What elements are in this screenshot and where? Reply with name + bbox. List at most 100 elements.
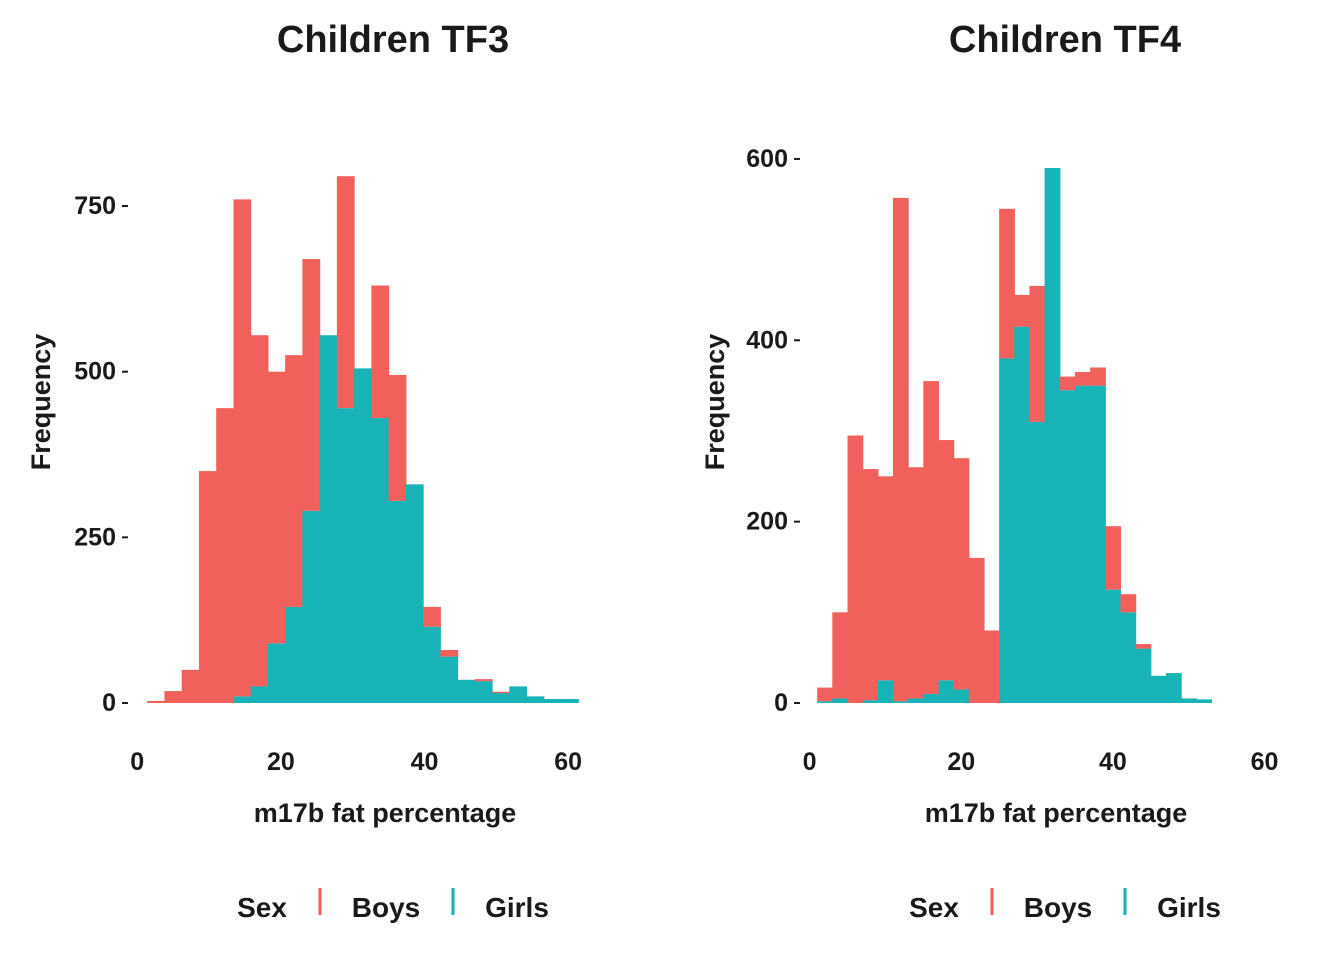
bar-boys	[1105, 526, 1122, 590]
bar-boys	[923, 381, 940, 694]
bar-girls	[509, 686, 528, 703]
bar-boys	[267, 371, 286, 644]
bar-boys	[164, 691, 183, 703]
bar-girls	[388, 500, 407, 703]
bar-girls	[1090, 385, 1106, 703]
x-tick-label: 40	[1099, 748, 1127, 776]
y-tick-label: 500	[74, 358, 116, 386]
bar-girls	[233, 696, 252, 703]
legend: Sex Boys Girls	[237, 888, 549, 923]
bar-girls	[405, 484, 424, 703]
bar-girls	[336, 408, 355, 703]
bar-girls	[1105, 589, 1122, 703]
bar-boys	[181, 669, 200, 703]
bar-girls	[440, 656, 459, 703]
bar-boys	[953, 458, 970, 690]
bar-girls	[923, 693, 940, 703]
y-tick-label: 0	[102, 689, 116, 717]
bar-girls	[371, 418, 390, 703]
bar-boys	[198, 471, 217, 703]
bar-boys	[832, 612, 849, 699]
bar-boys	[492, 691, 510, 694]
panel-2: Children TF4 0 200 400 600 0 20 40 60 m17b fat pe…	[700, 19, 1278, 923]
x-axis-label: m17b fat percentage	[254, 798, 517, 828]
y-tick-label: 200	[746, 508, 788, 536]
bar-boys	[1135, 644, 1152, 649]
y-axis-label: Frequency	[26, 334, 56, 471]
legend-title: Sex	[237, 892, 287, 923]
bar-boys	[440, 649, 459, 657]
bar-boys	[474, 679, 493, 682]
bar-boys	[1029, 285, 1046, 422]
bar-boys	[250, 335, 269, 687]
bar-girls	[1150, 675, 1167, 703]
x-tick-label: 0	[803, 748, 817, 776]
bar-girls	[302, 510, 321, 703]
bar-girls	[877, 680, 894, 703]
bar-boys	[302, 259, 321, 511]
x-axis-label: m17b fat percentage	[925, 798, 1188, 828]
bar-boys	[147, 701, 166, 703]
bar-girls	[474, 681, 493, 703]
x-tick-label: 60	[1251, 748, 1279, 776]
bar-girls	[832, 698, 849, 703]
bar-girls	[938, 680, 955, 703]
bar-boys	[371, 285, 390, 419]
bar-boys	[1014, 294, 1031, 327]
bar-boys	[968, 557, 985, 703]
bar-girls	[250, 686, 269, 703]
bar-girls	[560, 699, 579, 703]
bar-girls	[492, 693, 510, 703]
bar-girls	[423, 626, 441, 703]
y-tick-label: 750	[74, 192, 116, 220]
bar-girls	[1014, 326, 1031, 703]
legend: Sex Boys Girls	[909, 888, 1221, 923]
bar-girls	[1135, 648, 1152, 703]
bar-boys	[938, 440, 955, 681]
bar-girls	[267, 643, 286, 703]
x-tick-label: 20	[947, 748, 975, 776]
legend-boys-label: Boys	[352, 892, 420, 923]
x-tick-label: 0	[130, 748, 144, 776]
bar-boys	[1090, 367, 1106, 386]
bar-boys	[983, 630, 1000, 703]
bar-boys	[285, 355, 303, 607]
bars	[817, 168, 1213, 704]
bar-boys	[233, 199, 252, 697]
bar-boys	[1074, 372, 1091, 386]
bar-girls	[892, 701, 909, 703]
legend-boys-label: Boys	[1024, 892, 1092, 923]
y-axis-label: Frequency	[700, 334, 730, 471]
bar-boys	[216, 408, 235, 703]
bar-girls	[817, 701, 833, 703]
bar-boys	[817, 687, 833, 702]
bar-girls	[354, 368, 372, 703]
panel-1: Children TF3 0 250 500 750 0 20 40 60 m17b fat pe…	[26, 19, 582, 923]
bar-boys	[999, 208, 1015, 359]
bar-girls	[1074, 385, 1091, 703]
x-tick-label: 60	[554, 748, 582, 776]
bar-boys	[1059, 376, 1076, 391]
chart-title: Children TF4	[949, 19, 1181, 61]
bar-girls	[1029, 421, 1046, 703]
y-tick-label: 250	[74, 523, 116, 551]
bar-boys	[1120, 594, 1137, 613]
legend-title: Sex	[909, 892, 959, 923]
bar-girls	[1196, 699, 1213, 703]
bar-girls	[953, 689, 970, 703]
bar-boys	[908, 467, 924, 699]
bar-boys	[336, 176, 355, 409]
bar-boys	[877, 476, 894, 681]
bar-girls	[543, 699, 562, 703]
bar-boys	[847, 435, 864, 703]
bar-boys	[388, 374, 407, 501]
y-tick-label: 600	[746, 145, 788, 173]
bar-boys	[862, 469, 879, 701]
x-tick-label: 40	[411, 748, 439, 776]
bar-girls	[908, 698, 924, 703]
bar-girls	[526, 696, 545, 703]
bar-boys	[892, 197, 909, 702]
bar-girls	[319, 335, 338, 703]
bar-girls	[457, 679, 476, 703]
